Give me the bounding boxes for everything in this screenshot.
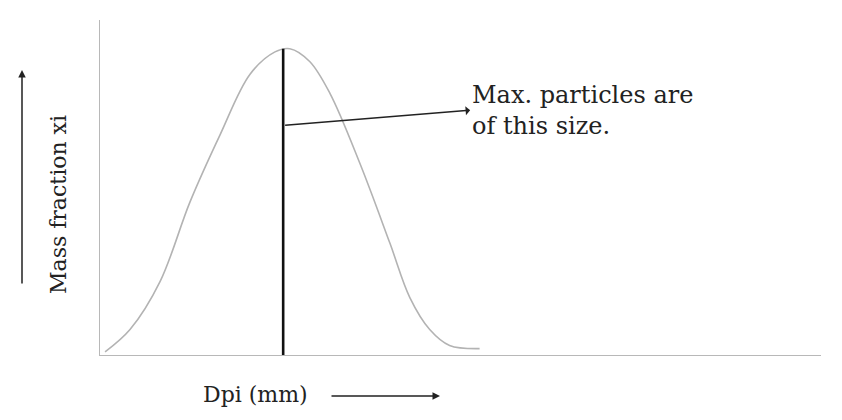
svg-text:Mass fraction xi: Mass fraction xi bbox=[46, 115, 71, 294]
svg-text:Max. particles areof this size: Max. particles areof this size. bbox=[472, 81, 693, 140]
svg-text:Dpi (mm): Dpi (mm) bbox=[203, 382, 308, 407]
